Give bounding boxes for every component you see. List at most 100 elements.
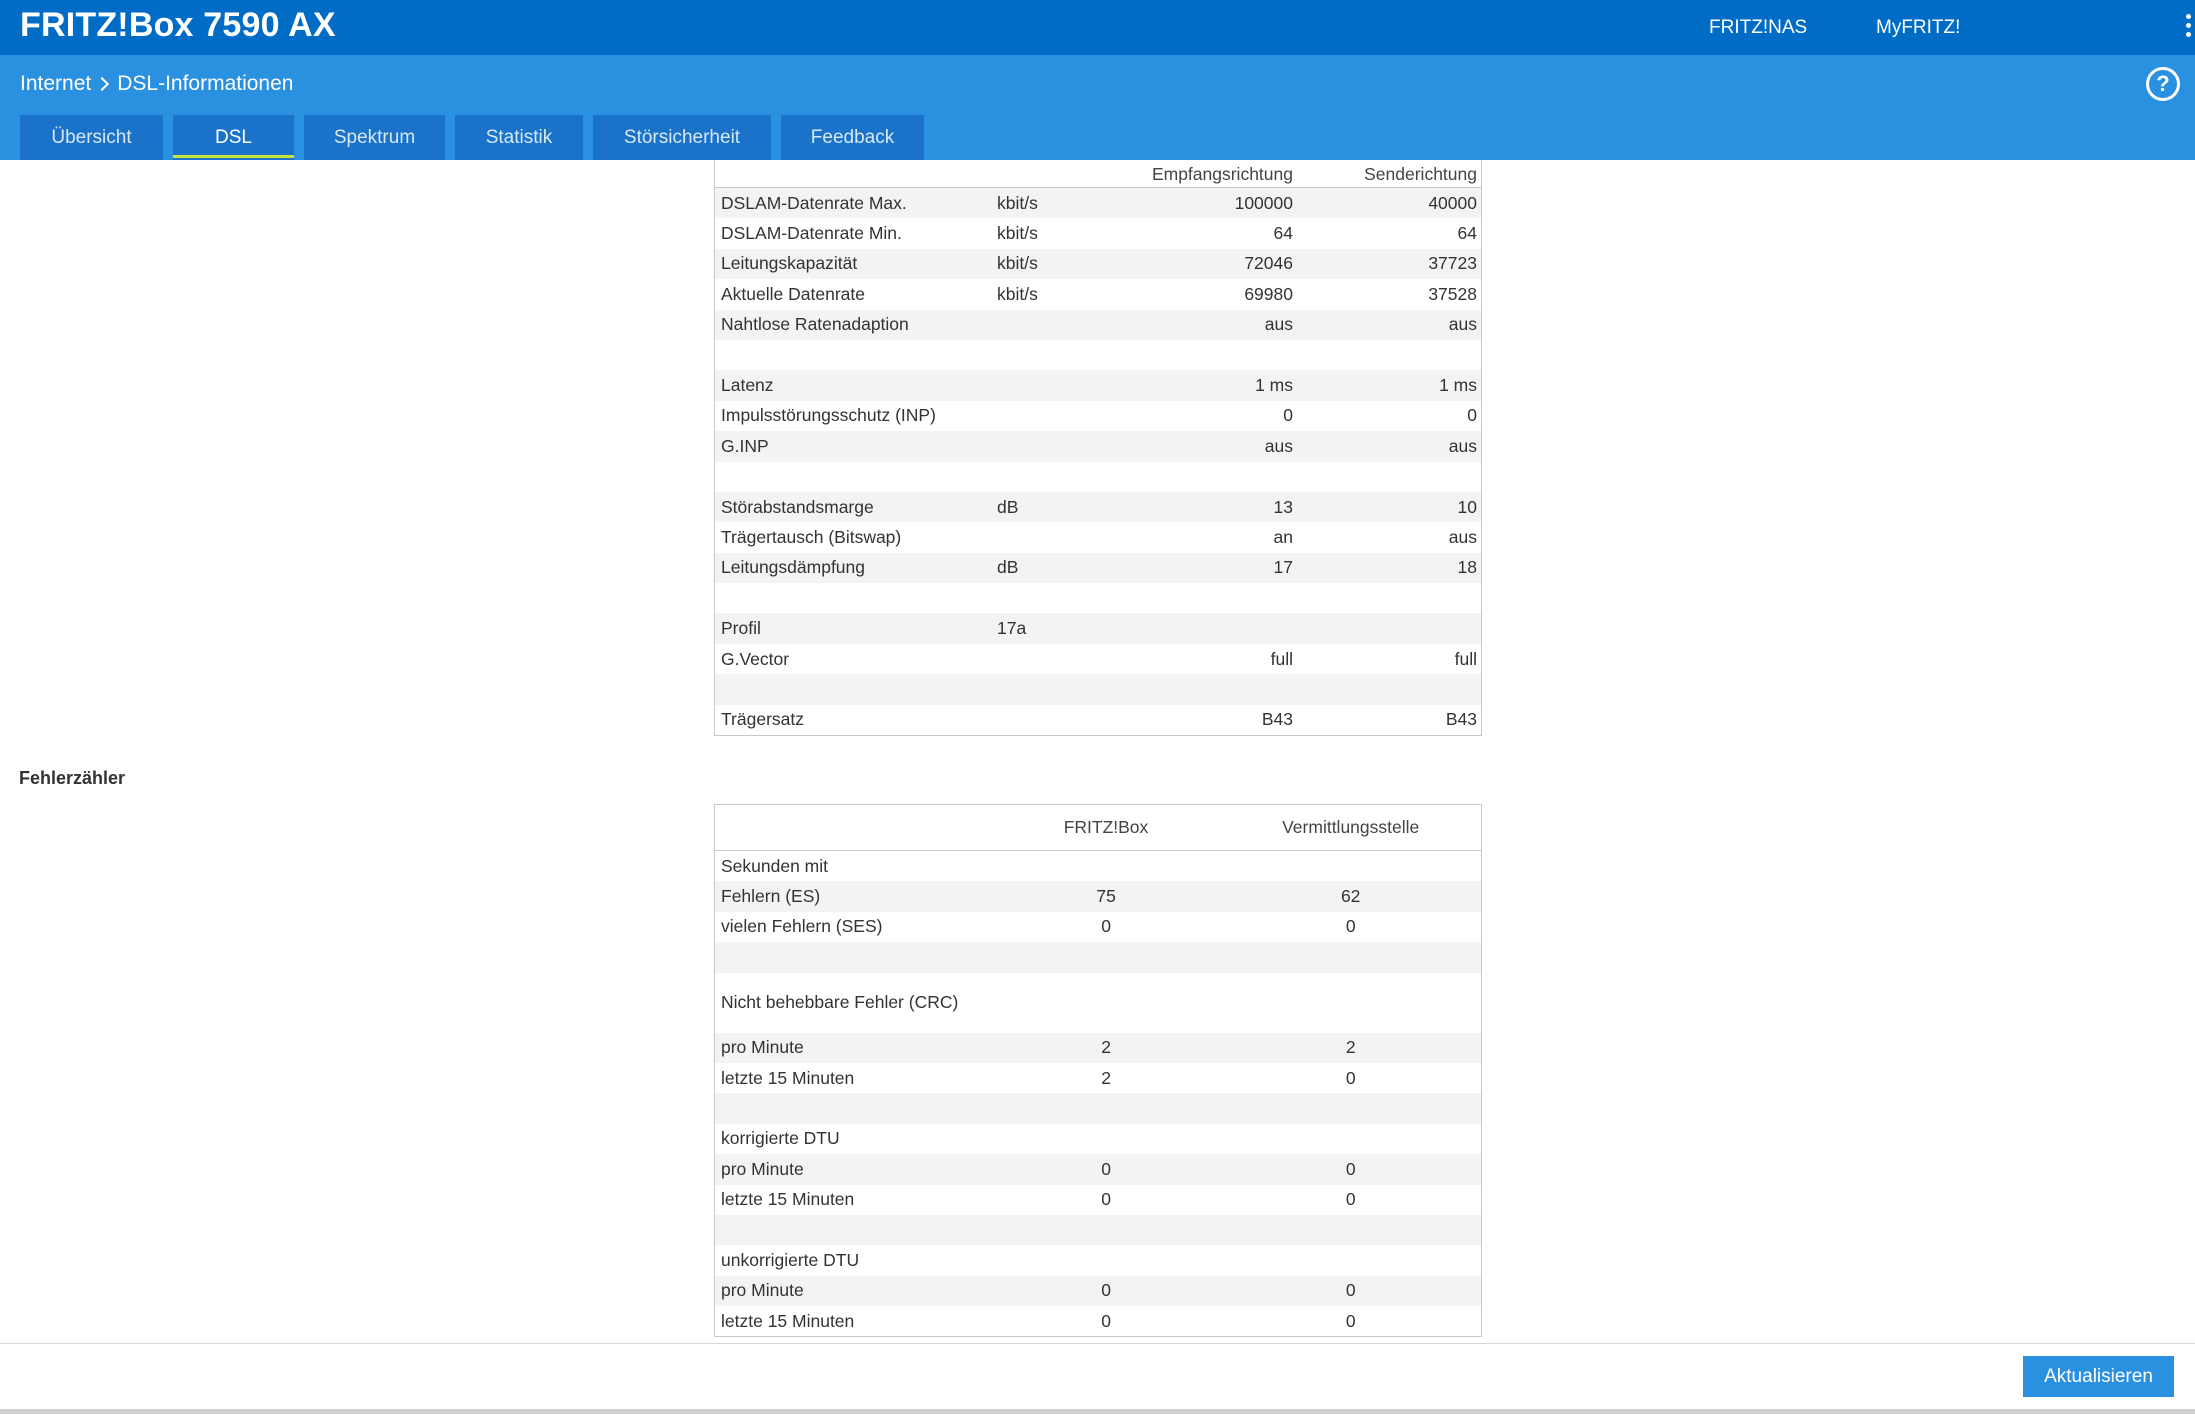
table-row: Nicht behebbare Fehler (CRC) — [715, 973, 1481, 1033]
breadcrumb-current: DSL-Informationen — [117, 72, 294, 95]
table-header: FRITZ!Box Vermittlungsstelle — [715, 805, 1481, 851]
table-cell: an — [1273, 526, 1293, 547]
table-cell: 0 — [1101, 916, 1111, 937]
table-cell: 18 — [1457, 557, 1477, 578]
tab-statistik[interactable]: Statistik — [455, 115, 583, 160]
table-header: Empfangsrichtung Senderichtung — [715, 160, 1481, 188]
table-row: Profil 17a — [715, 613, 1481, 644]
sub-header: Internet DSL-Informationen ? Übersicht D… — [0, 55, 2195, 160]
table-row: Leitungsdämpfung dB 17 18 — [715, 552, 1481, 584]
dsl-info-table: Empfangsrichtung Senderichtung DSLAM-Dat… — [714, 160, 1482, 737]
table-row: Nahtlose Ratenadaption aus aus — [715, 309, 1481, 340]
table-row — [715, 674, 1481, 705]
table-cell: DSLAM-Datenrate Max. — [721, 192, 907, 213]
error-counter-title: Fehlerzähler — [19, 768, 126, 788]
table-cell: Impulsstörungsschutz (INP) — [721, 405, 936, 426]
table-cell: Aktuelle Datenrate — [721, 283, 865, 304]
table-row: pro Minute 0 0 — [715, 1275, 1481, 1307]
table-cell: 17 — [1273, 557, 1293, 578]
table-cell: vielen Fehlern (SES) — [721, 916, 883, 937]
table-cell: Fehlern (ES) — [721, 886, 821, 907]
table-row — [715, 340, 1481, 370]
table-row: pro Minute 0 0 — [715, 1154, 1481, 1185]
header-fritzbox: FRITZ!Box — [1063, 817, 1149, 837]
error-rows: Sekunden mit Fehlern (ES) 75 62 vielen Fehle… — [715, 851, 1481, 1336]
table-row: pro Minute 2 2 — [715, 1032, 1481, 1063]
table-cell: 0 — [1101, 1158, 1111, 1179]
table-cell: 2 — [1101, 1037, 1111, 1058]
table-cell: G.INP — [721, 435, 769, 456]
table-cell: 40000 — [1428, 192, 1477, 213]
table-cell: 2 — [1345, 1037, 1356, 1058]
table-cell: 0 — [1345, 916, 1356, 937]
table-cell: 0 — [1345, 1280, 1356, 1301]
header-upstream: Senderichtung — [1364, 164, 1477, 184]
refresh-button[interactable]: Aktualisieren — [2023, 1356, 2174, 1397]
table-cell: 75 — [1096, 886, 1116, 907]
table-cell: letzte 15 Minuten — [721, 1310, 855, 1331]
table-cell: Trägertausch (Bitswap) — [721, 526, 902, 547]
tab-uebersicht[interactable]: Übersicht — [20, 115, 163, 160]
table-cell: pro Minute — [721, 1158, 804, 1179]
table-row: Impulsstörungsschutz (INP) 0 0 — [715, 401, 1481, 431]
top-bar: FRITZ!Box 7590 AX FRITZ!NAS MyFRITZ! — [0, 0, 2195, 55]
table-cell: 69980 — [1244, 283, 1293, 304]
table-cell: aus — [1264, 314, 1293, 335]
tab-spektrum[interactable]: Spektrum — [304, 115, 445, 160]
table-cell: 62 — [1340, 886, 1361, 907]
myfritz-link[interactable]: MyFRITZ! — [1876, 17, 1961, 38]
table-row — [715, 1214, 1481, 1246]
table-row: DSLAM-Datenrate Min. kbit/s 64 64 — [715, 218, 1481, 248]
table-row: letzte 15 Minuten 2 0 — [715, 1063, 1481, 1093]
table-cell: 0 — [1101, 1280, 1111, 1301]
table-cell: Störabstandsmarge — [721, 496, 874, 517]
tab-dsl[interactable]: DSL — [173, 115, 294, 160]
table-cell: 0 — [1283, 405, 1293, 426]
table-cell: kbit/s — [997, 253, 1038, 274]
product-title: FRITZ!Box 7590 AX — [20, 6, 336, 44]
table-cell: aus — [1264, 435, 1293, 456]
table-cell: 37723 — [1428, 253, 1477, 274]
table-row: G.Vector full full — [715, 644, 1481, 674]
table-row — [715, 1093, 1481, 1124]
table-row: Trägertausch (Bitswap) an aus — [715, 522, 1481, 552]
table-cell: kbit/s — [997, 283, 1038, 304]
table-cell: kbit/s — [997, 223, 1038, 244]
table-cell: 17a — [997, 618, 1027, 639]
tab-bar: Übersicht DSL Spektrum Statistik Störsic… — [20, 115, 934, 160]
table-cell: pro Minute — [721, 1280, 804, 1301]
breadcrumb-parent[interactable]: Internet — [20, 72, 92, 95]
table-cell: 0 — [1345, 1189, 1356, 1210]
main-content: Empfangsrichtung Senderichtung DSLAM-Dat… — [0, 160, 2195, 1343]
header-downstream: Empfangsrichtung — [1151, 164, 1293, 184]
fritz-nas-link[interactable]: FRITZ!NAS — [1709, 17, 1808, 38]
table-row: unkorrigierte DTU — [715, 1245, 1481, 1275]
table-cell: 0 — [1101, 1310, 1111, 1331]
table-row: Sekunden mit — [715, 851, 1481, 881]
table-cell: Trägersatz — [721, 709, 804, 730]
table-cell: aus — [1448, 314, 1477, 335]
table-row: korrigierte DTU — [715, 1124, 1481, 1154]
table-cell: 37528 — [1428, 283, 1477, 304]
table-row — [715, 942, 1481, 973]
table-cell: letzte 15 Minuten — [721, 1067, 855, 1088]
header-exchange: Vermittlungsstelle — [1282, 817, 1420, 837]
table-cell: 1 ms — [1255, 375, 1293, 396]
table-cell: 64 — [1457, 223, 1477, 244]
table-row — [715, 583, 1481, 613]
table-cell: Profil — [721, 618, 761, 639]
table-cell: letzte 15 Minuten — [721, 1189, 855, 1210]
table-cell: korrigierte DTU — [721, 1128, 840, 1149]
table-row: vielen Fehlern (SES) 0 0 — [715, 912, 1481, 942]
tab-stoersicherheit[interactable]: Störsicherheit — [593, 115, 771, 160]
table-cell: kbit/s — [997, 192, 1038, 213]
table-cell: aus — [1448, 435, 1477, 456]
breadcrumb: Internet DSL-Informationen — [20, 72, 293, 96]
table-cell: pro Minute — [721, 1037, 804, 1058]
help-icon[interactable]: ? — [2146, 67, 2180, 101]
table-cell: 13 — [1273, 496, 1293, 517]
table-cell: full — [1454, 648, 1477, 669]
more-menu-icon[interactable] — [2186, 14, 2192, 42]
table-row: letzte 15 Minuten 0 0 — [715, 1306, 1481, 1336]
tab-feedback[interactable]: Feedback — [781, 115, 924, 160]
